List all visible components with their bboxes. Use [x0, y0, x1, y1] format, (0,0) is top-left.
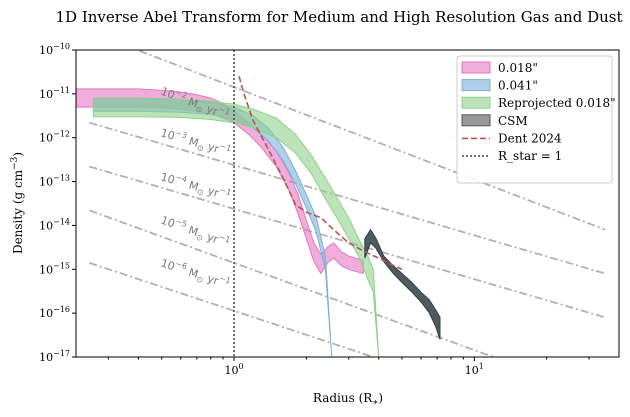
- series-band: [92, 97, 380, 357]
- x-axis-label: Radius (R∗): [313, 391, 383, 408]
- legend-swatch: [461, 96, 491, 109]
- mass-loss-line: [89, 165, 606, 319]
- legend-swatch: [461, 114, 491, 127]
- mass-loss-label: 10−4 M⊙ yr−1: [159, 168, 233, 204]
- mass-loss-line: [134, 50, 606, 231]
- mass-loss-line: [89, 262, 374, 357]
- legend-label: 0.018": [498, 61, 538, 75]
- legend-label: Dent 2024: [498, 131, 562, 145]
- legend-swatch: [461, 61, 491, 74]
- legend: 0.018" 0.041" Reprojected 0.018" CSM Dent 20…: [456, 55, 616, 184]
- y-tick-label: 10−11: [39, 86, 70, 101]
- x-tick-label: 100: [224, 362, 243, 377]
- axis-ticks: 10−10 10−11 10−12 10−13 10−14 10−15 10−16 10−17…: [39, 42, 590, 377]
- legend-box: [456, 55, 613, 184]
- mass-loss-label: 10−3 M⊙ yr−1: [159, 124, 233, 160]
- legend-label: CSM: [498, 114, 528, 128]
- series-line: [238, 76, 403, 271]
- plot-area: [76, 50, 606, 357]
- chart-title: 1D Inverse Abel Transform for Medium and…: [56, 8, 623, 26]
- y-axis-label: Density (g cm−3): [10, 152, 25, 254]
- mass-loss-labels: 10−2 M⊙ yr−110−3 M⊙ yr−1 10−4 M⊙ yr−1 10−5…: [158, 83, 233, 294]
- y-tick-label: 10−14: [39, 217, 70, 232]
- series-band: [364, 228, 441, 340]
- mass-loss-label: 10−2 M⊙ yr−1: [158, 83, 231, 125]
- legend-label: Reprojected 0.018": [498, 96, 616, 110]
- y-tick-label: 10−10: [39, 42, 70, 57]
- plot-frame: [75, 49, 620, 358]
- y-tick-label: 10−12: [39, 130, 70, 145]
- y-tick-label: 10−15: [39, 261, 70, 276]
- legend-label: R_star = 1: [498, 149, 562, 163]
- mass-loss-label: 10−6 M⊙ yr−1: [158, 255, 232, 294]
- mass-loss-line: [89, 121, 606, 275]
- mass-loss-label: 10−5 M⊙ yr−1: [158, 212, 231, 252]
- y-tick-label: 10−17: [39, 349, 70, 364]
- y-tick-label: 10−16: [39, 305, 70, 320]
- mass-loss-line: [89, 209, 494, 357]
- y-tick-label: 10−13: [39, 174, 70, 189]
- x-tick-label: 101: [465, 362, 484, 377]
- legend-label: 0.041": [498, 79, 538, 93]
- legend-swatch: [461, 79, 491, 92]
